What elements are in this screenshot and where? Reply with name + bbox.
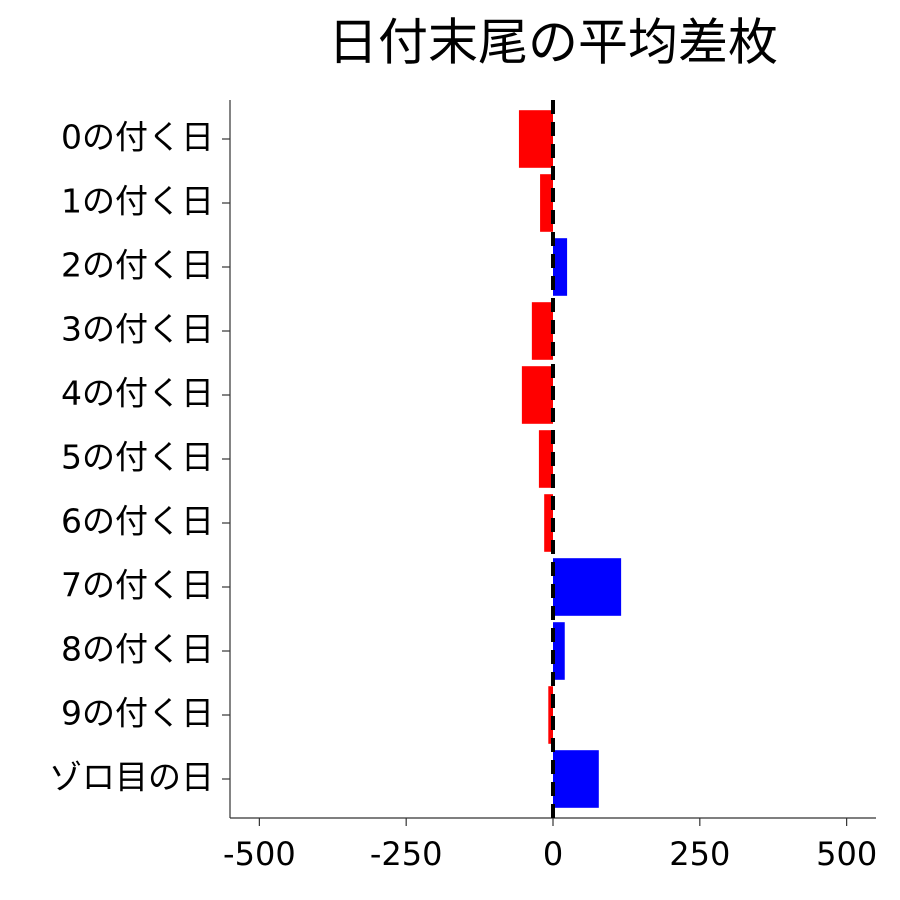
bar <box>553 750 599 808</box>
x-tick-label: -250 <box>370 835 443 873</box>
y-tick-label: 0の付く日 <box>61 118 214 157</box>
x-tick-label: -500 <box>223 835 296 873</box>
bar <box>538 430 553 488</box>
bar <box>553 622 565 680</box>
y-tick-label: 5の付く日 <box>61 438 214 477</box>
y-tick-label: 2の付く日 <box>61 246 214 285</box>
bar <box>553 238 568 296</box>
chart-title: 日付末尾の平均差枚 <box>328 14 778 72</box>
y-tick-label: 6の付く日 <box>61 502 214 541</box>
y-tick-label: 3の付く日 <box>61 310 214 349</box>
y-tick-label: 9の付く日 <box>61 694 214 733</box>
bar <box>544 494 553 552</box>
x-tick-label: 0 <box>543 835 563 873</box>
y-tick-label: 8の付く日 <box>61 630 214 669</box>
x-tick-label: 500 <box>816 835 877 873</box>
y-tick-label: ゾロ目の日 <box>49 758 214 797</box>
x-tick-label: 250 <box>669 835 730 873</box>
bar <box>518 110 553 168</box>
bar <box>521 366 553 424</box>
bar <box>531 302 553 360</box>
bar <box>540 174 553 232</box>
bar <box>548 686 553 744</box>
y-tick-label: 4の付く日 <box>61 374 214 413</box>
y-tick-label: 1の付く日 <box>61 182 214 221</box>
bar <box>553 558 622 616</box>
y-tick-label: 7の付く日 <box>61 566 214 605</box>
